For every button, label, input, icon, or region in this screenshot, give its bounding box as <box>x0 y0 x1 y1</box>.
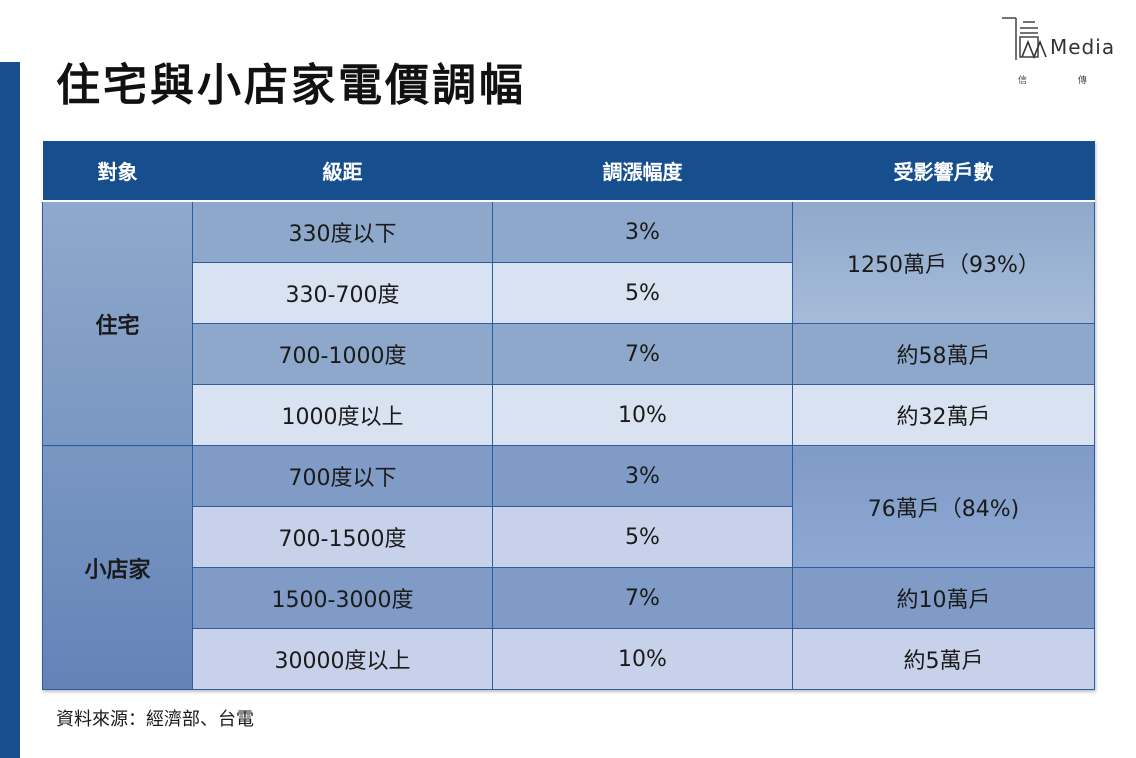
households-cell: 1250萬戶（93%） <box>792 200 1095 324</box>
logo-subtitle: 信 傳 媒 <box>1018 76 1136 86</box>
households-cell: 約58萬戶 <box>792 323 1095 385</box>
table-row: 住宅 330度以下 3% 1250萬戶（93%） <box>42 200 1095 446</box>
tier-cell: 330度以下 <box>192 200 493 263</box>
tier-cell: 700度以下 <box>192 445 493 507</box>
increase-cell: 5% <box>492 262 793 324</box>
tier-cell: 330-700度 <box>192 262 493 324</box>
households-cell: 約10萬戶 <box>792 567 1095 629</box>
media-logo-mark <box>1002 17 1047 60</box>
households-cell: 約5萬戶 <box>792 628 1095 690</box>
tier-cell: 700-1500度 <box>192 506 493 568</box>
tier-cell: 700-1000度 <box>192 323 493 385</box>
table-row: 30000度以上 10% 約5萬戶 <box>43 628 1095 690</box>
table-row: 1500-3000度 7% 約10萬戶 <box>43 567 1095 629</box>
increase-cell: 10% <box>492 384 793 446</box>
increase-cell: 5% <box>492 506 793 568</box>
table-row: 700-1500度 5% <box>43 506 1095 568</box>
header-target: 對象 <box>42 141 193 202</box>
increase-cell: 10% <box>492 628 793 690</box>
increase-cell: 7% <box>492 567 793 629</box>
header-increase: 調漲幅度 <box>492 141 793 202</box>
households-cell: 76萬戶（84%) <box>792 445 1095 568</box>
households-cell: 約32萬戶 <box>792 384 1095 446</box>
tier-cell: 1500-3000度 <box>192 567 493 629</box>
header-tier: 級距 <box>192 141 493 202</box>
group-small-shop: 小店家 <box>42 445 193 690</box>
tier-cell: 1000度以上 <box>192 384 493 446</box>
group-residential: 住宅 <box>42 200 193 446</box>
increase-cell: 3% <box>492 200 793 263</box>
table-header-row: 對象 級距 調漲幅度 受影響戶數 <box>42 141 1095 202</box>
tier-cell: 30000度以上 <box>192 628 493 690</box>
increase-cell: 7% <box>492 323 793 385</box>
table-row: 700-1000度 7% 約58萬戶 <box>43 323 1095 385</box>
increase-cell: 3% <box>492 445 793 507</box>
source-note: 資料來源：經濟部、台電 <box>56 709 254 730</box>
rate-table: 對象 級距 調漲幅度 受影響戶數 住宅 330度以下 3% 1250萬戶（93%… <box>42 141 1095 690</box>
media-logo: Media 信 傳 媒 <box>992 10 1136 90</box>
accent-bar <box>0 62 20 758</box>
logo-wordmark: Media <box>1050 35 1116 59</box>
page-title: 住宅與小店家電價調幅 <box>56 60 526 111</box>
header-households: 受影響戶數 <box>792 141 1095 202</box>
table-row: 1000度以上 10% 約32萬戶 <box>43 384 1095 446</box>
table-row: 小店家 700度以下 3% 76萬戶（84%) <box>42 445 1095 690</box>
